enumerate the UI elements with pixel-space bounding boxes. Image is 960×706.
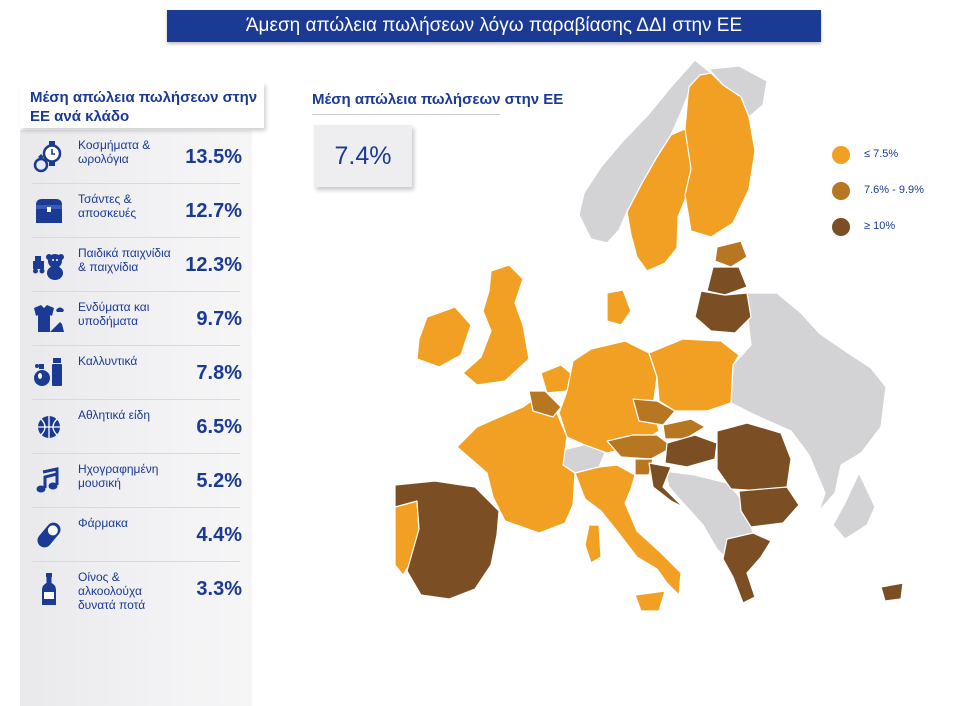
legend-label: 7.6% - 9.9% [864,184,924,196]
sector-value: 9.7% [196,308,242,330]
europe-map [395,59,904,612]
watch-ring-icon [33,141,62,173]
bag-icon [36,199,62,223]
sector-value: 7.8% [196,362,242,384]
eu-average-heading: Μέση απώλεια πωλήσεων στην ΕΕ [312,91,564,108]
sector-label: Παιδικά παιχνίδια & παιχνίδια [78,246,171,274]
legend-swatch-high [832,218,850,236]
map-region-croatia [648,462,684,508]
map-region-hungary [664,434,718,468]
bottle-icon [42,573,56,605]
map-region-sardinia [584,524,602,564]
page-title: Άμεση απώλεια πωλήσεων λόγω παραβίασης Δ… [167,10,821,42]
map-region-greece [722,532,772,604]
sector-panel: Μέση απώλεια πωλήσεων στην ΕΕ ανά κλάδο … [20,82,264,706]
pill-icon [37,522,61,548]
sector-row-cosmetics: Καλλυντικά 7.8% [32,346,242,400]
sector-row-wine: Οίνος & αλκοολούχα δυνατά ποτά 3.3% [32,562,242,615]
sector-value: 12.7% [185,200,242,222]
map-region-belgium [528,390,562,418]
map-region-uk [462,264,530,386]
sector-value: 4.4% [196,524,242,546]
sector-row-clothing: Ενδύματα και υποδήματα 9.7% [32,292,242,346]
map-region-austria [606,434,674,460]
ball-icon [38,416,60,438]
sector-label: Καλλυντικά [78,354,138,368]
map-region-bulgaria [738,486,800,528]
toy-icon [33,254,64,280]
map-region-east [730,292,887,512]
map-region-estonia [714,240,748,268]
legend-swatch-mid [832,182,850,200]
map-region-slovakia [662,418,706,440]
sector-label: Οίνος & αλκοολούχα δυνατά ποτά [78,570,146,612]
map-region-sicily [634,590,666,612]
map-region-lithuania [694,290,752,334]
sector-row-toys: Παιδικά παιχνίδια & παιχνίδια 12.3% [32,238,242,292]
legend-swatch-low [832,146,850,164]
cosmetics-icon [34,358,62,386]
map-region-italy [574,464,682,596]
sector-label: Κοσμήματα & ωρολόγια [78,138,151,166]
map-region-denmark [606,289,632,326]
sector-value: 12.3% [185,254,242,276]
map-region-czechia [632,398,676,426]
map-region-cyprus [880,582,904,602]
map-region-turkey [832,472,876,540]
sector-row-music: Ηχογραφημένη μουσική 5.2% [32,454,242,508]
sector-row-pharma: Φάρμακα 4.4% [32,508,242,562]
sector-list: Κοσμήματα & ωρολόγια 13.5% Τσάντες & απο… [20,130,252,706]
map-region-poland [648,338,740,412]
sector-label: Τσάντες & αποσκευές [78,192,137,220]
map-region-spain [395,480,500,600]
legend-label: ≤ 7.5% [864,148,899,160]
map-region-ireland [416,306,472,368]
sector-value: 5.2% [196,470,242,492]
map-region-romania [716,422,792,492]
map-region-latvia [706,266,748,296]
sector-value: 3.3% [196,578,242,600]
sector-value: 13.5% [185,146,242,168]
sector-row-jewellery: Κοσμήματα & ωρολόγια 13.5% [32,130,242,184]
map-region-finland [684,72,756,238]
sector-label: Φάρμακα [78,516,128,530]
sector-row-sports: Αθλητικά είδη 6.5% [32,400,242,454]
sector-label: Αθλητικά είδη [78,408,151,422]
sector-panel-heading: Μέση απώλεια πωλήσεων στην ΕΕ ανά κλάδο [20,82,264,128]
clothing-icon [34,305,64,332]
eu-average-value: 7.4% [314,125,412,187]
divider [312,114,500,115]
sector-value: 6.5% [196,416,242,438]
sector-label: Ενδύματα και υποδήματα [78,300,150,328]
legend-label: ≥ 10% [864,220,896,232]
sector-label: Ηχογραφημένη μουσική [78,462,159,490]
music-note-icon [36,467,59,493]
sector-row-bags: Τσάντες & αποσκευές 12.7% [32,184,242,238]
